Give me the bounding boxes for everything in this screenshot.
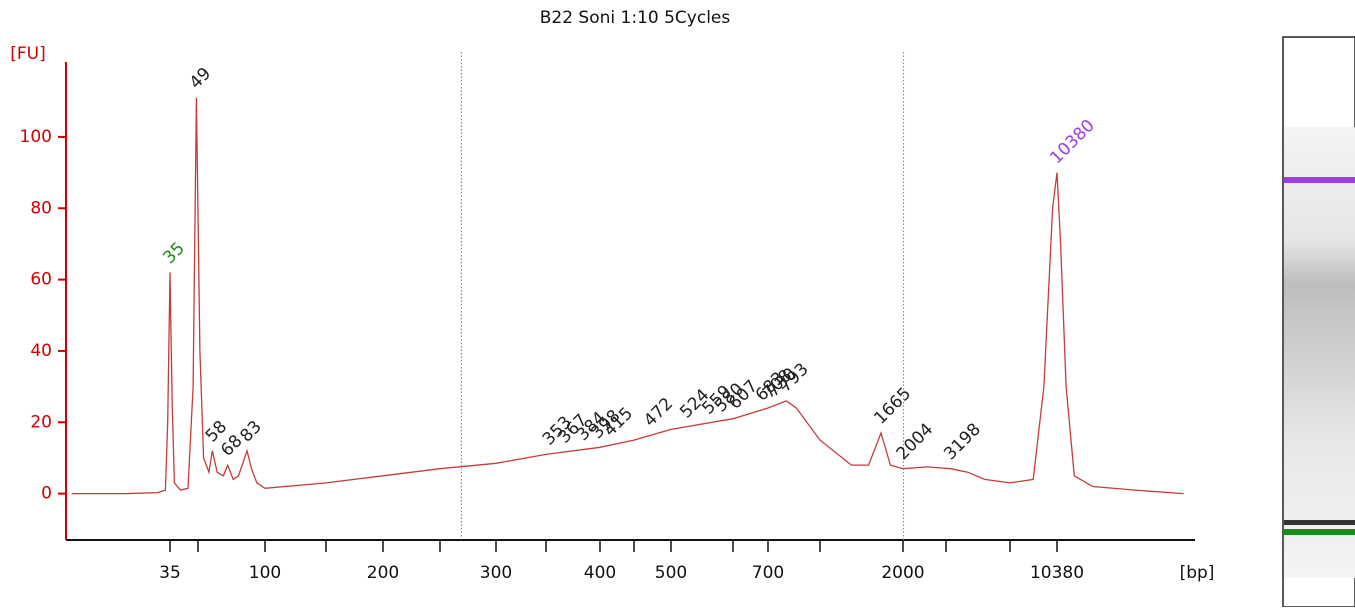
peak-label: 472 [640, 394, 677, 431]
x-tick-label: 100 [249, 563, 281, 583]
band [1284, 520, 1355, 525]
lane-smear [1284, 127, 1355, 578]
peak-label: 49 [186, 64, 215, 93]
x-tick-label: 10380 [1030, 563, 1084, 583]
y-tick-label: 0 [41, 484, 52, 504]
y-axis-label: [FU] [10, 44, 46, 64]
lower-marker-band [1284, 529, 1355, 535]
peak-label: 2004 [893, 419, 938, 464]
upper-marker-band [1284, 177, 1355, 183]
x-tick-label: 2000 [881, 563, 924, 583]
x-tick-label: 35 [159, 563, 181, 583]
y-tick-label: 40 [30, 341, 52, 361]
peak-label: 10380 [1046, 116, 1098, 168]
x-tick-label: 200 [367, 563, 399, 583]
y-tick-label: 60 [30, 270, 52, 290]
trace [71, 97, 1184, 495]
chart-title: B22 Soni 1:10 5Cycles [540, 8, 731, 28]
x-tick-label: 300 [480, 563, 512, 583]
gel-lane [1282, 36, 1355, 608]
x-tick-label: 500 [655, 563, 687, 583]
x-tick-label: 700 [752, 563, 784, 583]
y-tick-label: 80 [30, 198, 52, 218]
peak-label: 35 [159, 239, 188, 268]
peak-label: 3198 [940, 419, 985, 464]
y-tick-label: 100 [20, 127, 52, 147]
x-axis-label: [bp] [1180, 563, 1215, 583]
y-tick-label: 20 [30, 412, 52, 432]
peak-label: 1665 [870, 384, 915, 429]
x-tick-label: 400 [584, 563, 616, 583]
